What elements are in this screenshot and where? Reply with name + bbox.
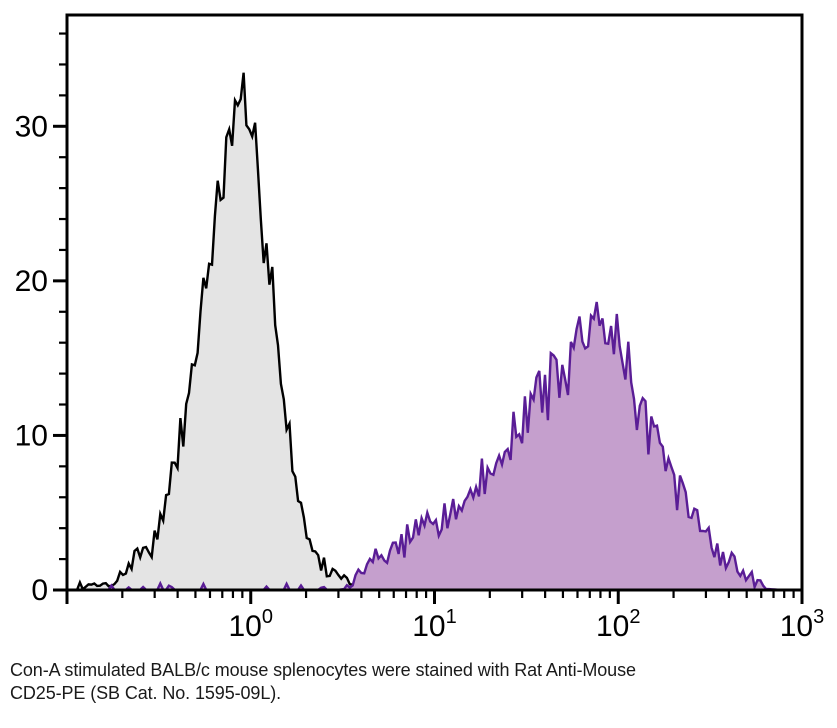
histogram-chart: 100 101 102 103 0 10 20 30 xyxy=(15,13,825,643)
gray-control-histogram xyxy=(67,72,802,592)
figure-caption: Con-A stimulated BALB/c mouse splenocyte… xyxy=(10,659,825,705)
y-tick-label-0: 0 xyxy=(31,574,48,607)
x-tick-label-10^3: 103 xyxy=(780,606,825,643)
y-tick-label-10: 10 xyxy=(15,419,48,452)
caption-line-2: CD25-PE (SB Cat. No. 1595-09L). xyxy=(10,683,282,703)
y-tick-label-30: 30 xyxy=(15,110,48,143)
y-tick-label-20: 20 xyxy=(15,265,48,298)
x-tick-label-10^1: 101 xyxy=(412,606,457,643)
x-tick-label-10^0: 100 xyxy=(229,606,274,643)
x-tick-label-10^2: 102 xyxy=(596,606,641,643)
caption-line-1: Con-A stimulated BALB/c mouse splenocyte… xyxy=(10,660,636,680)
